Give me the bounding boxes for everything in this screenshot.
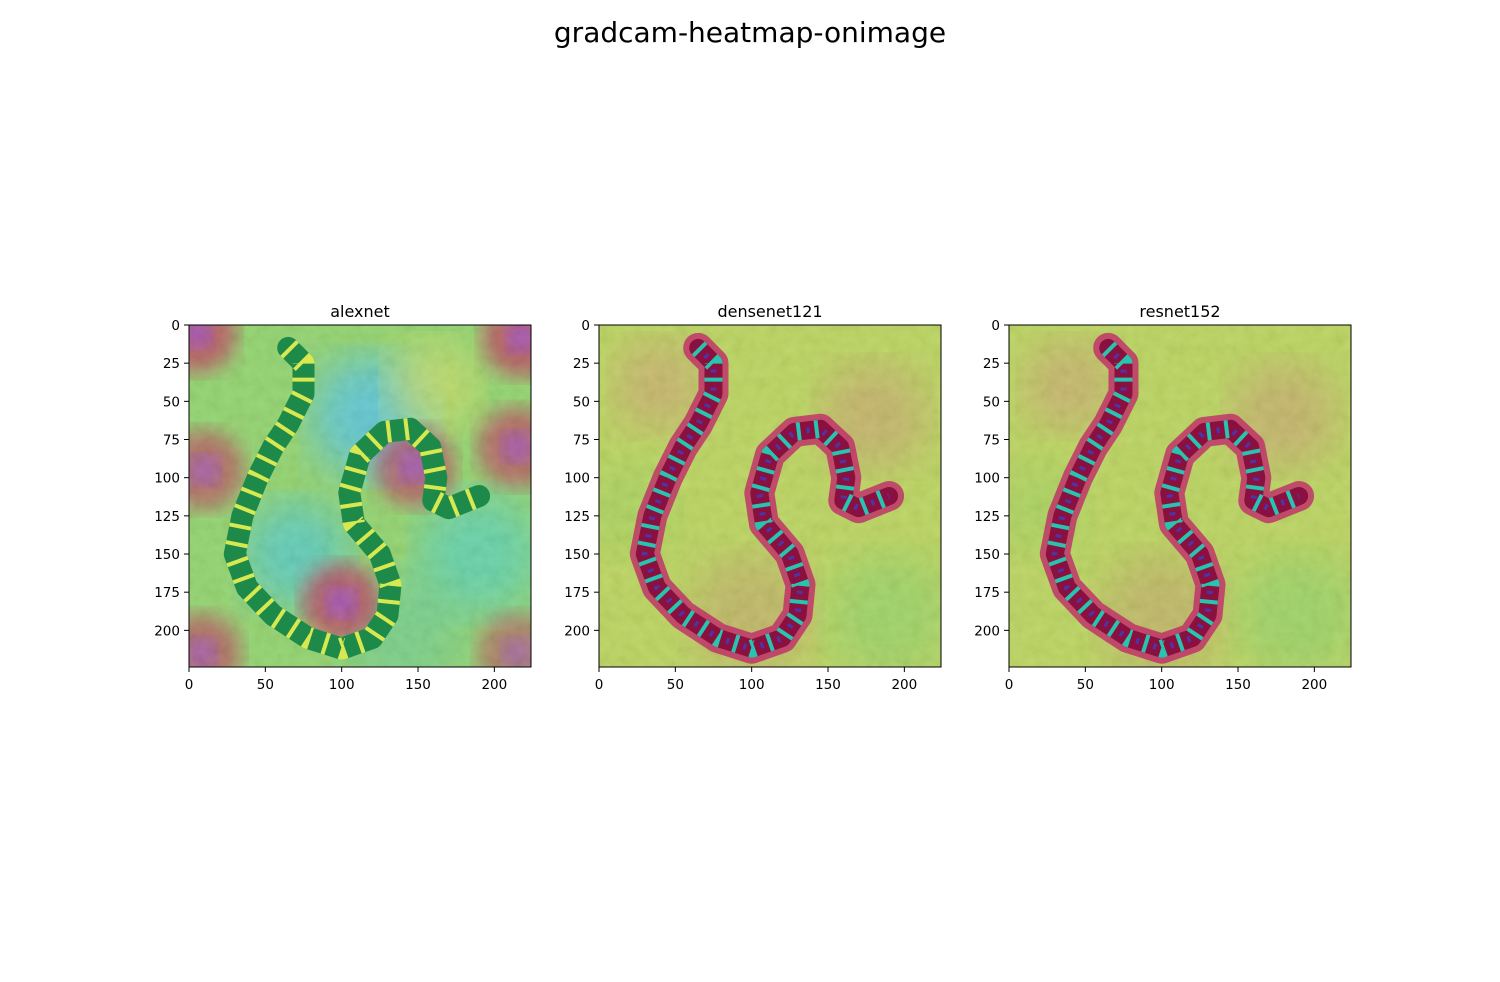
x-tick-label: 100 [1149, 677, 1175, 693]
heatmap-image [599, 325, 941, 667]
x-tick-label: 150 [815, 677, 841, 693]
heatmap-image [189, 325, 531, 667]
y-tick-label: 175 [974, 585, 1000, 601]
y-tick-label: 150 [564, 547, 590, 563]
x-tick-label: 200 [481, 677, 507, 693]
y-tick-label: 100 [974, 471, 1000, 487]
x-tick-label: 50 [667, 677, 684, 693]
panel-densenet121: densenet121 0 50 100 150 200 0 25 50 75 100 125 150 1… [564, 302, 942, 693]
y-tick-label: 50 [983, 394, 1000, 410]
x-tick-label: 0 [185, 677, 194, 693]
y-tick-label: 0 [581, 318, 590, 334]
y-tick-label: 200 [154, 623, 180, 639]
y-tick-label: 125 [974, 509, 1000, 525]
y-tick-label: 25 [983, 356, 1000, 372]
y-tick-label: 200 [564, 623, 590, 639]
x-tick-label: 150 [1225, 677, 1251, 693]
y-tick-label: 150 [974, 547, 1000, 563]
figure-title: gradcam-heatmap-onimage [554, 16, 946, 49]
x-tick-label: 0 [1005, 677, 1014, 693]
y-tick-label: 100 [564, 471, 590, 487]
y-tick-label: 100 [154, 471, 180, 487]
panel-title: alexnet [330, 302, 390, 321]
axes-frame [598, 324, 942, 668]
y-tick-label: 75 [573, 433, 590, 449]
y-tick-label: 200 [974, 623, 1000, 639]
x-tick-label: 0 [595, 677, 604, 693]
x-tick-label: 50 [1077, 677, 1094, 693]
panel-alexnet: alexnet 0 50 100 150 200 0 25 50 75 100 125 150 175 20… [154, 302, 532, 693]
y-tick-label: 50 [163, 394, 180, 410]
y-tick-label: 25 [573, 356, 590, 372]
panel-title: densenet121 [717, 302, 822, 321]
heatmap-image [1009, 325, 1351, 667]
y-tick-label: 125 [154, 509, 180, 525]
snake-overlay [629, 332, 905, 664]
y-tick-label: 125 [564, 509, 590, 525]
y-tick-label: 175 [154, 585, 180, 601]
panel-resnet152: resnet152 0 50 100 150 200 0 25 50 75 100 125 150 175… [974, 302, 1352, 693]
x-tick-label: 50 [257, 677, 274, 693]
y-tick-label: 75 [983, 433, 1000, 449]
axes-frame [188, 324, 532, 668]
snake-overlay [223, 336, 491, 660]
snake-overlay [1039, 332, 1315, 664]
axes-frame [1008, 324, 1352, 668]
x-tick-label: 150 [405, 677, 431, 693]
y-tick-label: 50 [573, 394, 590, 410]
y-tick-label: 25 [163, 356, 180, 372]
y-tick-label: 0 [171, 318, 180, 334]
x-tick-label: 100 [329, 677, 355, 693]
x-tick-label: 200 [1301, 677, 1327, 693]
x-tick-label: 200 [891, 677, 917, 693]
panel-title: resnet152 [1139, 302, 1220, 321]
y-tick-label: 150 [154, 547, 180, 563]
y-tick-label: 75 [163, 433, 180, 449]
y-tick-label: 0 [991, 318, 1000, 334]
x-tick-label: 100 [739, 677, 765, 693]
y-tick-label: 175 [564, 585, 590, 601]
